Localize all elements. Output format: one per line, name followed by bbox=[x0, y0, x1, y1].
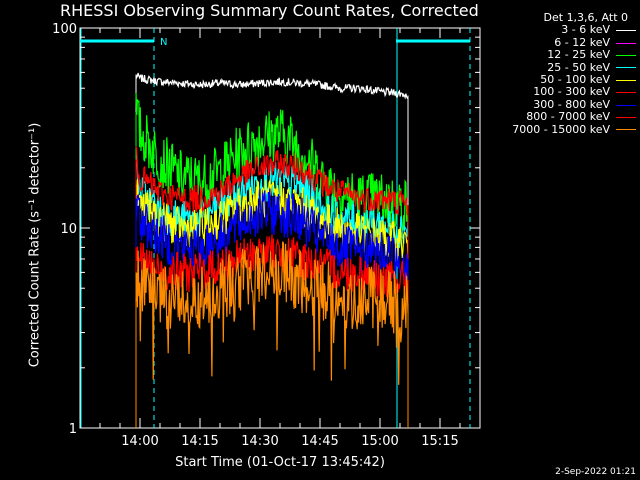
legend-item-label: 7000 - 15000 keV bbox=[512, 122, 610, 136]
x-axis-label: Start Time (01-Oct-17 13:45:42) bbox=[175, 455, 385, 470]
x-tick-label-0: 14:00 bbox=[121, 434, 158, 449]
series-line-8 bbox=[135, 241, 409, 385]
legend-item: 7000 - 15000 keV bbox=[484, 122, 636, 136]
legend-item: 12 - 25 keV bbox=[484, 48, 636, 62]
legend-header: Det 1,3,6, Att 0 bbox=[543, 11, 628, 24]
series-line-0 bbox=[135, 72, 409, 100]
legend-item-label: 800 - 7000 keV bbox=[526, 110, 610, 124]
x-tick-label-5: 15:15 bbox=[421, 434, 458, 449]
series-line-4 bbox=[135, 178, 409, 263]
legend-swatch bbox=[616, 92, 636, 94]
legend-item-label: 3 - 6 keV bbox=[561, 23, 610, 37]
legend-item: 100 - 300 keV bbox=[484, 86, 636, 98]
legend-swatch bbox=[616, 67, 636, 69]
legend-item: 50 - 100 keV bbox=[484, 73, 636, 87]
chart-title: RHESSI Observing Summary Count Rates, Co… bbox=[60, 1, 479, 20]
night-label-0: N bbox=[160, 37, 167, 48]
legend-item-label: 100 - 300 keV bbox=[533, 85, 610, 99]
series-line-5 bbox=[135, 146, 409, 216]
legend: Det 1,3,6, Att 0 3 - 6 keV 6 - 12 keV 12 -… bbox=[484, 11, 636, 136]
series-line-6 bbox=[135, 188, 409, 281]
legend-item-label: 6 - 12 keV bbox=[554, 35, 610, 49]
legend-swatch bbox=[616, 129, 636, 131]
legend-item: 3 - 6 keV bbox=[484, 23, 636, 37]
x-tick-label-2: 14:30 bbox=[241, 434, 278, 449]
legend-rows: 3 - 6 keV 6 - 12 keV 12 - 25 keV 25 - 50 ke… bbox=[484, 23, 636, 136]
legend-item: 800 - 7000 keV bbox=[484, 110, 636, 124]
legend-item: 6 - 12 keV bbox=[484, 35, 636, 49]
datestamp: 2-Sep-2022 01:21 bbox=[555, 467, 636, 477]
x-tick-label-1: 14:15 bbox=[181, 434, 218, 449]
legend-swatch bbox=[616, 116, 636, 118]
series-line-2 bbox=[135, 92, 409, 231]
series-line-7 bbox=[135, 234, 409, 299]
legend-item: 25 - 50 keV bbox=[484, 60, 636, 74]
legend-item: 300 - 800 keV bbox=[484, 97, 636, 111]
legend-swatch bbox=[616, 42, 636, 44]
legend-swatch bbox=[616, 54, 636, 56]
legend-item-label: 12 - 25 keV bbox=[547, 48, 610, 62]
legend-swatch bbox=[616, 104, 636, 106]
legend-swatch bbox=[616, 30, 636, 32]
legend-swatch bbox=[616, 79, 636, 81]
legend-item-label: 50 - 100 keV bbox=[540, 73, 610, 87]
y-tick-label-2: 100 bbox=[52, 22, 77, 37]
y-tick-label-1: 10 bbox=[60, 222, 77, 237]
legend-item-label: 25 - 50 keV bbox=[547, 60, 610, 74]
x-tick-label-4: 15:00 bbox=[361, 434, 398, 449]
y-axis-label: Corrected Count Rate (s⁻¹ detector⁻¹) bbox=[27, 122, 43, 368]
legend-item-label: 300 - 800 keV bbox=[533, 97, 610, 111]
x-tick-label-3: 14:45 bbox=[301, 434, 338, 449]
y-tick-label-0: 1 bbox=[69, 422, 77, 437]
